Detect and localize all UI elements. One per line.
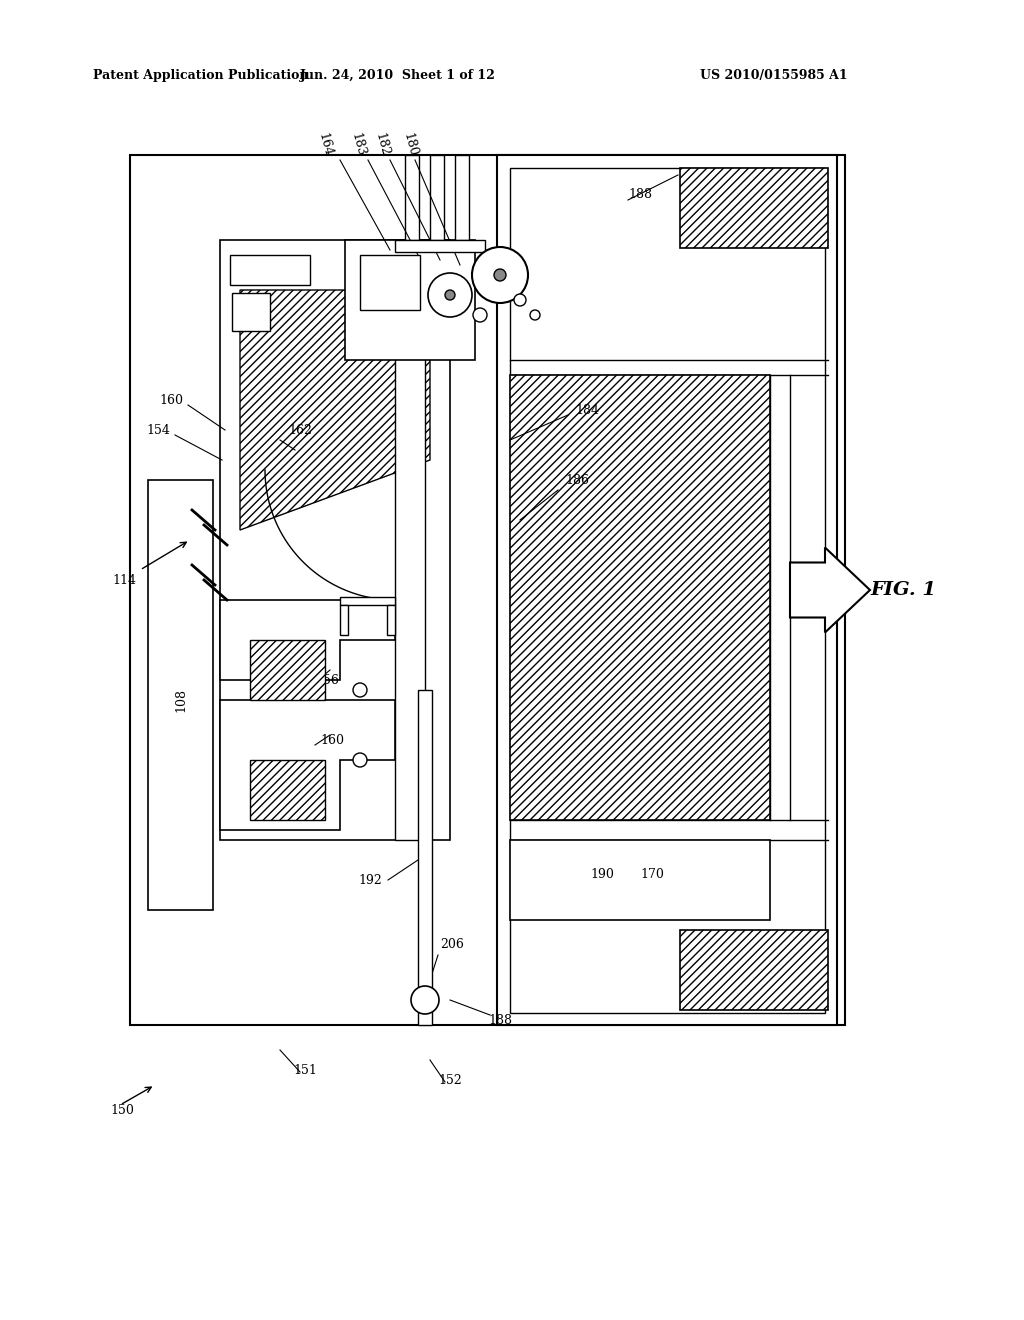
Bar [680,931,828,1010]
Text: Patent Application Publication: Patent Application Publication [93,69,308,82]
Text: 170: 170 [640,869,664,882]
Text: 151: 151 [293,1064,317,1077]
Bar [510,840,770,920]
Text: 108: 108 [174,688,187,711]
Bar [430,154,444,240]
Circle shape [494,269,506,281]
Text: 190: 190 [590,869,613,882]
Text: 182: 182 [373,132,391,158]
Bar [340,605,348,635]
Bar [510,375,770,820]
Bar [232,293,270,331]
Circle shape [514,294,526,306]
Circle shape [411,986,439,1014]
Polygon shape [220,601,395,680]
Text: 160: 160 [319,734,344,747]
Text: 184: 184 [575,404,599,417]
Bar [510,168,825,1012]
Circle shape [353,682,367,697]
Text: 192: 192 [358,874,382,887]
Circle shape [445,290,455,300]
Text: 188: 188 [628,189,652,202]
Bar [250,760,325,820]
Circle shape [428,273,472,317]
Text: 160: 160 [159,393,183,407]
Bar [395,240,425,840]
Polygon shape [240,290,430,531]
Bar [230,255,310,285]
Circle shape [472,247,528,304]
Bar [497,154,837,1026]
Bar [418,690,432,1026]
Text: 162: 162 [288,424,312,437]
Text: 206: 206 [440,939,464,952]
Bar [360,255,420,310]
Bar [455,154,469,240]
Text: 164: 164 [315,132,335,158]
Text: 154: 154 [146,424,170,437]
Text: 180: 180 [400,132,420,158]
Bar [148,480,213,909]
Text: US 2010/0155985 A1: US 2010/0155985 A1 [700,69,848,82]
Bar [220,240,450,840]
Bar [406,154,419,240]
Bar [387,605,395,635]
Bar [250,640,325,700]
Bar [395,240,485,252]
Text: 150: 150 [110,1104,134,1117]
Text: 114: 114 [112,573,136,586]
Bar [345,240,475,360]
Text: 186: 186 [565,474,589,487]
Polygon shape [220,700,395,830]
Text: Jun. 24, 2010  Sheet 1 of 12: Jun. 24, 2010 Sheet 1 of 12 [300,69,496,82]
Bar [130,154,845,1026]
Bar [340,597,395,605]
Text: 183: 183 [348,132,368,158]
Bar [680,168,828,248]
FancyArrow shape [790,548,870,632]
Circle shape [473,308,487,322]
Text: 152: 152 [438,1073,462,1086]
Text: FIG. 1: FIG. 1 [870,581,936,599]
Text: 156: 156 [315,673,339,686]
Circle shape [353,752,367,767]
Circle shape [530,310,540,319]
Text: 188: 188 [488,1014,512,1027]
